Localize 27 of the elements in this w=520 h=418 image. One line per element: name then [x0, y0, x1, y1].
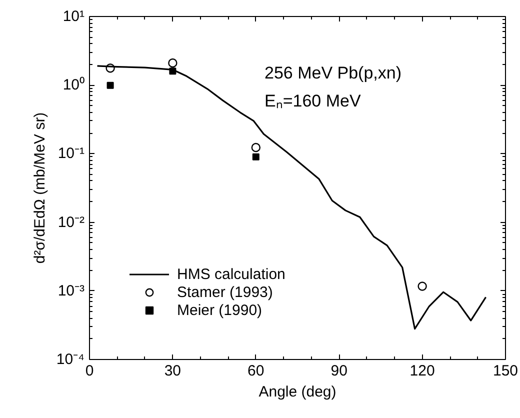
point: [106, 63, 115, 73]
point: [168, 58, 178, 68]
x-axis-title: Angle (deg): [258, 384, 336, 400]
x-tick-label: 120: [410, 362, 435, 380]
annotation: Eₙ=160 MeV: [264, 92, 362, 110]
point: [252, 153, 260, 160]
point: [169, 68, 176, 75]
y-axis-title: d²σ/dEdΩ (mb/MeV sr): [31, 112, 48, 264]
y-tick-label: 10¹: [62, 8, 85, 25]
legend-label: HMS calculation: [177, 265, 286, 283]
annotation: 256 MeV Pb(p,xn): [264, 64, 402, 82]
legend-label: Meier (1990): [177, 301, 262, 319]
x-tick-label: 90: [330, 362, 348, 380]
y-tick-label: 10⁻⁴: [56, 351, 85, 368]
line-series: [96, 65, 487, 330]
y-tick-label: 10⁰: [62, 76, 85, 94]
x-tick-label: 60: [248, 362, 264, 380]
x-tick-label: 150: [492, 362, 518, 380]
y-tick-label: 10⁻²: [58, 214, 85, 231]
y-tick-label: 10⁻³: [58, 282, 85, 300]
x-tick-label: 0: [85, 362, 94, 380]
point: [418, 282, 427, 291]
point: [251, 142, 260, 152]
y-tick-label: 10⁻¹: [58, 145, 85, 162]
x-tick-label: 30: [164, 362, 182, 380]
legend-label: Stamer (1993): [177, 283, 273, 301]
point: [106, 82, 114, 89]
